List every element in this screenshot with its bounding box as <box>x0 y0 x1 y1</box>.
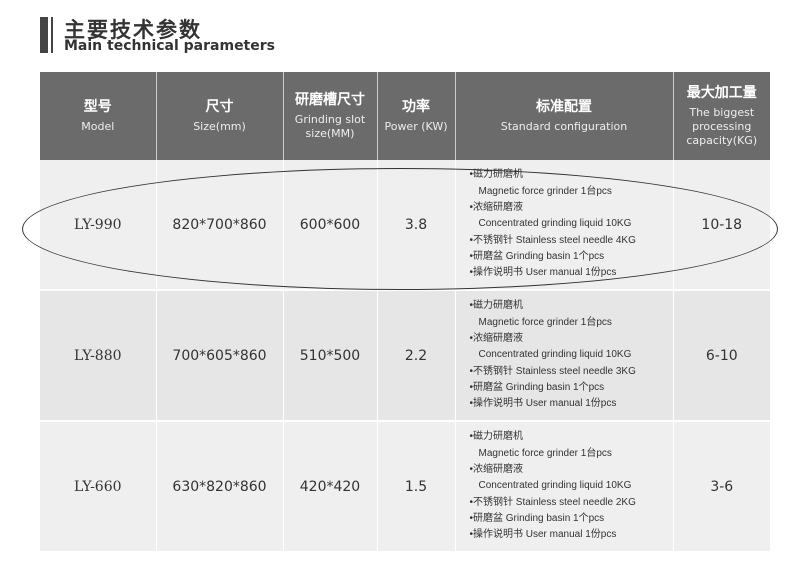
config-line: •浓缩研磨液 <box>469 333 524 345</box>
config-line: •研磨盆 Grinding basin 1个pcs <box>469 512 605 524</box>
header-cn: 尺寸 <box>205 99 234 115</box>
header-en: Grinding slot size(MM) <box>294 113 366 140</box>
config-line: •研磨盆 Grinding basin 1个pcs <box>469 381 605 393</box>
config-line: Magnetic force grinder 1台pcs <box>478 316 612 328</box>
cell-size: 820*700*860 <box>156 160 284 291</box>
cell-slot-size: 600*600 <box>283 160 378 291</box>
config-line: Concentrated grinding liquid 10KG <box>478 218 632 230</box>
config-line: Concentrated grinding liquid 10KG <box>478 349 632 361</box>
header-cn: 标准配置 <box>536 99 592 115</box>
header-size: 尺寸 Size(mm) <box>156 72 284 160</box>
cell-config: •磁力研磨机 Magnetic force grinder 1台pcs •浓缩研磨液… <box>455 290 674 422</box>
config-line: •磁力研磨机 <box>469 169 524 181</box>
config-line: •操作说明书 User manual 1份pcs <box>469 398 617 410</box>
title-bar-decoration-thin <box>51 17 53 53</box>
header-max-capacity: 最大加工量 The biggest processing capacity(KG) <box>673 72 770 160</box>
cell-power: 3.8 <box>377 160 456 291</box>
cell-size: 700*605*860 <box>156 290 284 422</box>
cell-model: LY-660 <box>40 421 157 553</box>
config-line: Concentrated grinding liquid 10KG <box>478 480 632 492</box>
cell-slot-size: 510*500 <box>283 290 378 422</box>
header-en: Model <box>81 120 115 133</box>
header-cn: 最大加工量 <box>686 85 757 101</box>
header-model: 型号 Model <box>40 72 157 160</box>
cell-capacity: 6-10 <box>673 290 770 422</box>
cell-power: 2.2 <box>377 290 456 422</box>
cell-config: •磁力研磨机 Magnetic force grinder 1台pcs •浓缩研磨液… <box>455 421 674 553</box>
config-line: •浓缩研磨液 <box>469 202 524 214</box>
header-standard-configuration: 标准配置 Standard configuration <box>455 72 674 160</box>
cell-model: LY-990 <box>40 160 157 291</box>
header-en: Size(mm) <box>193 120 246 133</box>
cell-capacity: 3-6 <box>673 421 770 553</box>
title-en: Main technical parameters <box>64 38 275 54</box>
header-slot-size: 研磨槽尺寸 Grinding slot size(MM) <box>283 72 378 160</box>
config-line: •研磨盆 Grinding basin 1个pcs <box>469 250 605 262</box>
cell-slot-size: 420*420 <box>283 421 378 553</box>
config-line: •操作说明书 User manual 1份pcs <box>469 529 617 541</box>
header-cn: 研磨槽尺寸 <box>295 92 365 108</box>
header-en: The biggest processing capacity(KG) <box>686 106 758 147</box>
table-row: LY-880 700*605*860 510*500 2.2 •磁力研磨机 Mag… <box>40 290 770 422</box>
cell-config: •磁力研磨机 Magnetic force grinder 1台pcs •浓缩研磨液… <box>455 160 674 291</box>
header-en: Standard configuration <box>500 120 628 133</box>
header-cn: 功率 <box>402 99 430 115</box>
config-line: Magnetic force grinder 1台pcs <box>478 447 612 459</box>
cell-size: 630*820*860 <box>156 421 284 553</box>
config-line: •不锈钢针 Stainless steel needle 2KG <box>469 496 636 508</box>
parameters-table: 型号 Model 尺寸 Size(mm) 研磨槽尺寸 Grinding slot size… <box>40 72 770 553</box>
header-en: Power (KW) <box>384 120 448 133</box>
header-power: 功率 Power (KW) <box>377 72 456 160</box>
header-cn: 型号 <box>83 99 112 115</box>
cell-model: LY-880 <box>40 290 157 422</box>
config-line: •磁力研磨机 <box>469 431 524 443</box>
title-bar-decoration <box>40 17 48 53</box>
table-row: LY-990 820*700*860 600*600 3.8 •磁力研磨机 Mag… <box>40 160 770 291</box>
config-line: •磁力研磨机 <box>469 300 524 312</box>
title-cn: 主要技术参数 <box>64 18 202 42</box>
table-row: LY-660 630*820*860 420*420 1.5 •磁力研磨机 Mag… <box>40 421 770 553</box>
config-line: Magnetic force grinder 1台pcs <box>478 185 612 197</box>
cell-capacity: 10-18 <box>673 160 770 291</box>
config-line: •操作说明书 User manual 1份pcs <box>469 267 617 279</box>
config-line: •不锈钢针 Stainless steel needle 4KG <box>469 234 636 246</box>
cell-power: 1.5 <box>377 421 456 553</box>
config-line: •不锈钢针 Stainless steel needle 3KG <box>469 365 636 377</box>
config-line: •浓缩研磨液 <box>469 464 524 476</box>
